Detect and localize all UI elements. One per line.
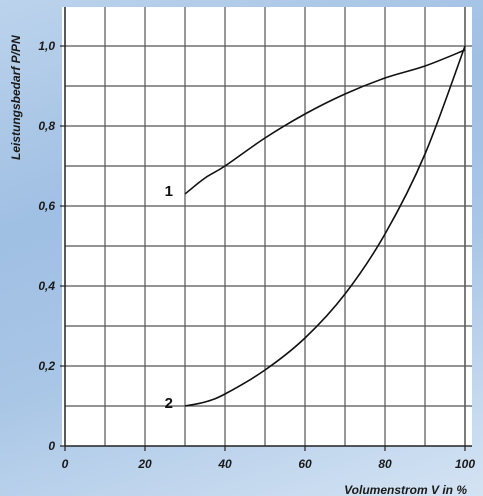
y-tick-label: 0,6 [38,199,55,213]
axes [60,7,472,451]
curve-1 [184,49,466,195]
x-tick-label: 60 [298,457,312,471]
plot-background [62,7,472,446]
x-axis-title: Volumenstrom V in % [344,483,467,496]
x-tick-label: 40 [217,457,232,471]
y-tick-label: 0,4 [38,279,55,293]
y-tick-label: 0,8 [38,119,55,133]
x-tick-label: 100 [455,457,475,471]
grid [65,7,472,446]
x-tick-label: 20 [137,457,152,471]
curve-labels: 12 [165,183,173,412]
y-axis-title: Leistungsbedarf P/PN [9,35,23,160]
x-tick-label: 80 [378,457,392,471]
curves [184,45,466,407]
curve-2 [184,45,466,407]
curve-label-2: 2 [165,395,173,412]
curve-label-1: 1 [165,183,173,200]
x-tick-label: 0 [62,457,69,471]
y-tick-label: 0 [48,439,55,453]
y-tick-label: 0,2 [38,359,55,373]
tick-labels: 0 20 40 60 80 100 0 0,2 0,4 0,6 0,8 1,0 [38,39,475,471]
y-tick-label: 1,0 [38,39,55,53]
